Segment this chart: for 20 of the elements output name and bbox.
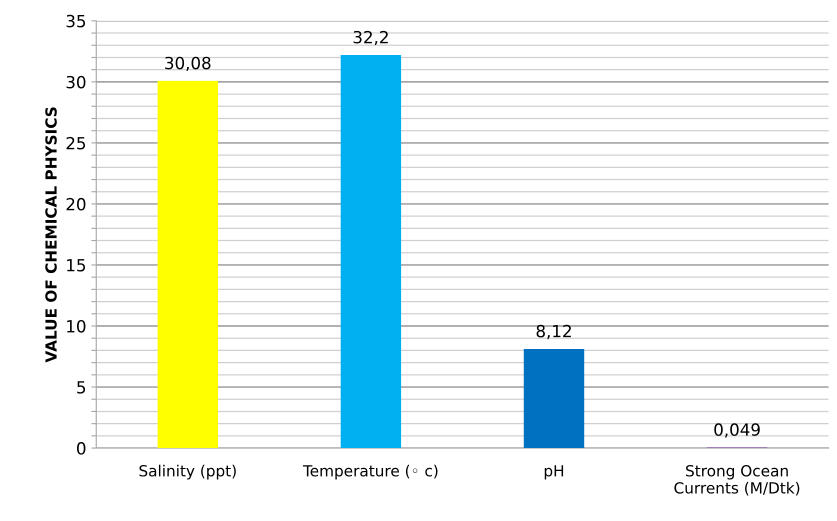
data-label: 30,08 — [165, 56, 211, 72]
bar — [158, 80, 218, 448]
x-tick-label: pH — [544, 465, 564, 480]
y-tick-label: 35 — [66, 14, 86, 28]
y-tick-label: 20 — [66, 198, 86, 211]
y-tick-label: 10 — [67, 320, 86, 333]
x-tick-label: Temperature (◦ c) — [302, 464, 438, 480]
data-label: 32,2 — [354, 30, 388, 46]
y-tick-label: 30 — [66, 76, 86, 88]
y-tick-label: 0 — [77, 442, 86, 455]
bar — [524, 348, 584, 448]
bar — [340, 55, 402, 448]
data-label: 8,12 — [536, 324, 571, 340]
data-label: 0,049 — [714, 423, 760, 438]
y-tick-label: 15 — [67, 259, 86, 272]
x-tick-label: Salinity (ppt) — [139, 464, 236, 480]
y-axis-title: VALUE OF CHEMICAL PHYSICS — [45, 107, 57, 363]
x-tick-label: Strong Ocean Currents (M/Dtk) — [674, 464, 800, 496]
y-tick-label: 25 — [66, 136, 86, 150]
y-tick-label: 5 — [77, 381, 86, 394]
